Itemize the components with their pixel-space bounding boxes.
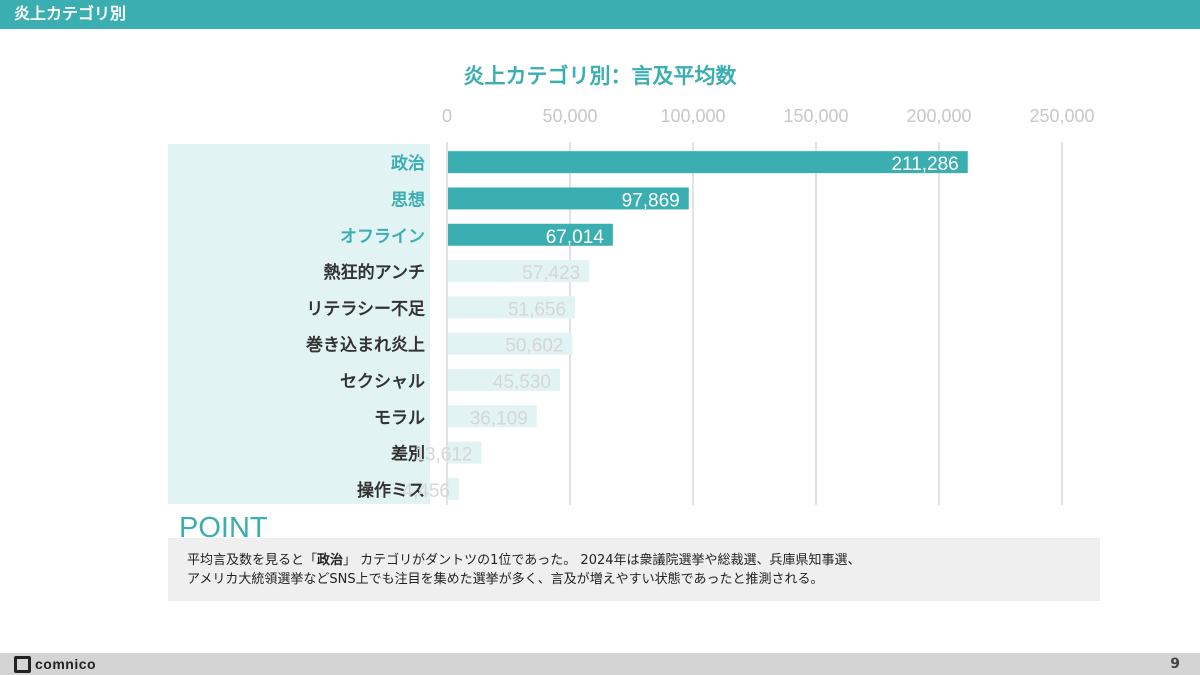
category-label: 政治 [391, 153, 425, 174]
category-label-panel [168, 144, 430, 504]
tick-label: 100,000 [660, 106, 725, 126]
point-line-1: 平均言及数を見ると「政治」 カテゴリがダントツの1位であった。 2024年は衆議… [187, 551, 1100, 570]
data-label: 67,014 [546, 227, 605, 248]
section-title: 炎上カテゴリ別 [14, 4, 127, 23]
point-box: 平均言及数を見ると「政治」 カテゴリがダントツの1位であった。 2024年は衆議… [168, 538, 1100, 601]
point-line-1-suffix: 」 カテゴリがダントツの1位であった。 2024年は衆議院選挙や総裁選、兵庫県知… [343, 553, 861, 568]
bar [448, 260, 590, 283]
data-label: 13,612 [414, 445, 472, 466]
page-number: 9 [1170, 656, 1180, 672]
category-label: 熱狂的アンチ [324, 262, 425, 283]
comnico-logo-icon [14, 655, 31, 673]
comnico-logo: comnico [14, 655, 96, 673]
category-label: セクシャル [340, 372, 425, 392]
category-label: リテラシー不足 [306, 299, 425, 319]
bar [448, 296, 576, 319]
tick-label: 50,000 [542, 106, 597, 126]
category-label: 巻き込まれ炎上 [305, 335, 425, 356]
point-line-1-prefix: 平均言及数を見ると「 [187, 553, 318, 568]
category-label: 操作ミス [357, 480, 425, 501]
tick-label: 250,000 [1029, 106, 1094, 126]
data-label: 57,423 [522, 263, 580, 284]
data-label: 51,656 [508, 299, 566, 320]
category-label: 差別 [391, 444, 425, 465]
bar [448, 405, 537, 428]
bar [448, 368, 561, 391]
chart-title: 炎上カテゴリ別：言及平均数 [463, 64, 737, 88]
data-label: 36,109 [470, 408, 528, 429]
data-label: 97,869 [622, 190, 680, 211]
tick-label: 0 [442, 106, 452, 126]
bar [448, 151, 968, 174]
data-label: 50,602 [505, 336, 563, 357]
category-label: モラル [374, 408, 425, 428]
bar [448, 332, 573, 355]
data-label: 4,456 [402, 481, 450, 502]
point-line-1-bold: 政治 [317, 553, 344, 568]
data-label: 45,530 [493, 372, 551, 393]
category-label: オフライン [340, 227, 425, 247]
tick-label: 200,000 [906, 106, 971, 126]
bar [448, 223, 613, 246]
category-label: 思想 [391, 189, 425, 210]
header-bar: 炎上カテゴリ別 [0, 0, 1200, 29]
point-line-2: アメリカ大統領選挙などSNS上でも注目を集めた選挙が多く、言及が増えやすい状態で… [187, 572, 824, 587]
logo-text: comnico [35, 656, 97, 672]
footer-bar: comnico 9 [0, 653, 1200, 675]
bar [448, 441, 482, 464]
bar [448, 477, 459, 500]
tick-label: 150,000 [783, 106, 848, 126]
bar [448, 187, 689, 210]
data-label: 211,286 [891, 154, 958, 175]
